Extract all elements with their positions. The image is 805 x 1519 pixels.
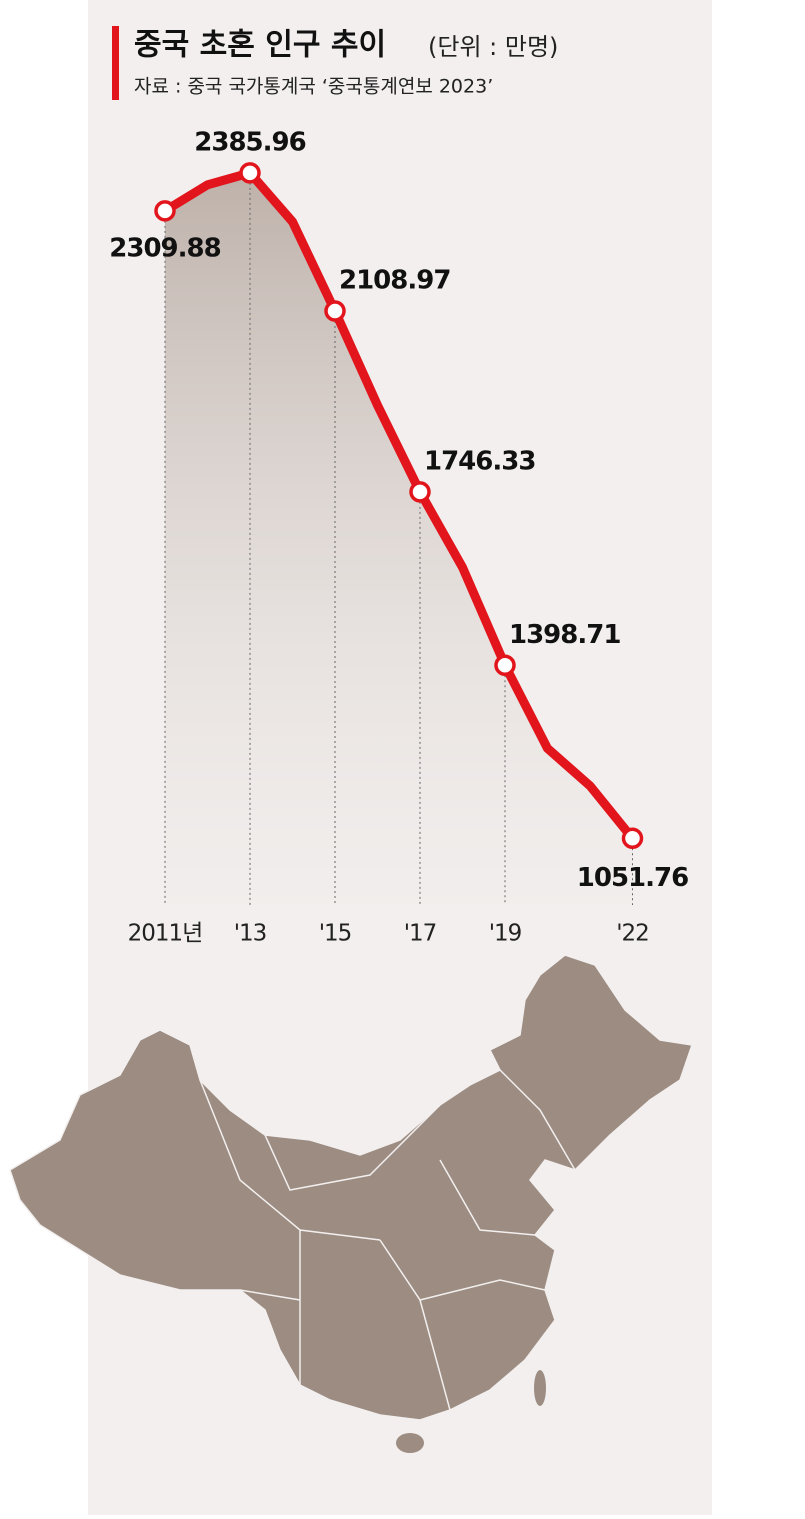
data-label: 2309.88 [109, 233, 220, 263]
x-tick-label: '15 [319, 921, 352, 947]
x-tick-label: '19 [489, 921, 522, 947]
taiwan [534, 1370, 546, 1406]
source: 자료 : 중국 국가통계국 ‘중국통계연보 2023’ [134, 76, 493, 98]
data-label: 1051.76 [577, 863, 688, 893]
x-tick-label: 2011년 [128, 921, 203, 947]
marker [494, 654, 516, 677]
plot: 2011년 '13 '15 '17 '19 '22 2309.88 2385.96 2108.9… [109, 127, 689, 947]
data-label: 1398.71 [509, 620, 620, 650]
marker [324, 300, 346, 322]
marker [239, 162, 261, 184]
unit-label: (단위 : 만명) [428, 33, 558, 61]
marker [621, 827, 644, 850]
province-lines [199, 1069, 576, 1411]
data-label: 1746.33 [424, 446, 535, 476]
data-label: 2108.97 [339, 266, 450, 296]
x-tick-label: '13 [234, 921, 267, 947]
chart-title: 중국 초혼 인구 추이 [134, 28, 386, 63]
area [165, 172, 633, 906]
marker [409, 481, 431, 503]
data-label: 2385.96 [194, 127, 305, 157]
title-bar [112, 26, 119, 100]
map-shape [9, 954, 693, 1421]
x-tick-label: '22 [616, 921, 649, 947]
x-tick-label: '17 [404, 921, 437, 947]
china-map [9, 954, 693, 1453]
hainan [396, 1433, 424, 1453]
marker [154, 200, 176, 222]
